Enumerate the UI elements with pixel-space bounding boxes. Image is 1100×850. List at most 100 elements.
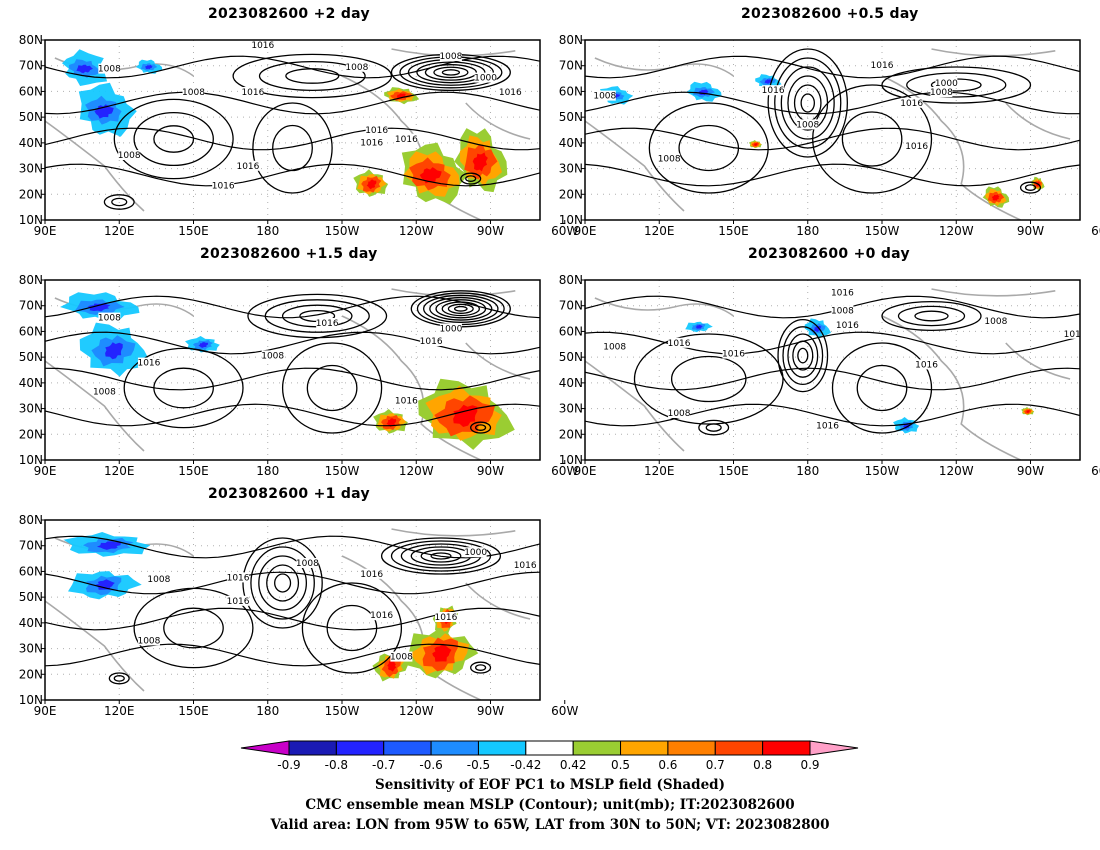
- contour-label: 1008: [796, 120, 819, 130]
- lat-label: 80N: [559, 273, 583, 287]
- positive-sensitivity-area: [387, 660, 397, 672]
- contour-label: 1008: [93, 387, 116, 397]
- lon-label: 90W: [477, 224, 504, 238]
- lat-label: 60N: [19, 564, 43, 578]
- lon-label: 120E: [104, 224, 135, 238]
- isobar-contour: [1019, 181, 1042, 194]
- lat-label: 20N: [19, 427, 43, 441]
- coastline: [391, 288, 516, 297]
- isobar-contour: [470, 421, 492, 434]
- isobar-contour: [430, 552, 452, 560]
- contour-label: 1000: [474, 74, 497, 84]
- contour-label: 1016: [420, 337, 443, 347]
- contour-label-bg: [935, 78, 958, 88]
- isobar-contour: [424, 64, 478, 81]
- contour-label-bg: [831, 305, 854, 316]
- contour-label: 1016: [395, 396, 418, 406]
- contour-label-bg: [1064, 328, 1080, 339]
- contour-label: 1008: [390, 653, 413, 663]
- contour-label-bg: [603, 341, 626, 352]
- contour-label-bg: [137, 357, 160, 368]
- isobar-contour: [633, 333, 784, 425]
- lon-label: 60W: [551, 464, 578, 478]
- lon-label: 120E: [104, 464, 135, 478]
- contour-label: 1016: [816, 422, 839, 432]
- lat-label: 80N: [19, 273, 43, 287]
- isobar-contour: [45, 367, 540, 391]
- contour-label-bg: [118, 150, 141, 160]
- lat-label: 50N: [19, 590, 43, 604]
- lat-label: 50N: [19, 350, 43, 364]
- lon-label: 60W: [1091, 464, 1100, 478]
- lon-label: 90E: [34, 224, 57, 238]
- lon-label: 120E: [644, 464, 675, 478]
- coastline: [465, 342, 531, 380]
- positive-sensitivity-area: [453, 404, 478, 427]
- positive-sensitivity-area: [366, 179, 377, 190]
- contour-label-bg: [365, 124, 388, 135]
- lon-label: 90E: [34, 464, 57, 478]
- footer-contour-info: CMC ensemble mean MSLP (Contour); unit(m…: [305, 797, 795, 813]
- colorbar-over-triangle: [809, 740, 859, 756]
- coastline: [341, 315, 481, 460]
- contour-label-bg: [816, 420, 839, 431]
- isobar-contour: [45, 535, 540, 559]
- contour-label: 1016: [900, 99, 923, 109]
- lon-label: 90E: [34, 704, 57, 718]
- positive-sensitivity-area: [753, 143, 758, 146]
- isobar-contour: [670, 355, 747, 403]
- lon-label: 150W: [865, 224, 900, 238]
- lon-label: 90E: [574, 464, 597, 478]
- lat-label: 60N: [19, 324, 43, 338]
- colorbar-label: -0.5: [467, 758, 490, 772]
- lon-label: 90W: [477, 464, 504, 478]
- colorbar-label: 0.9: [800, 758, 819, 772]
- contour-label: 1016: [316, 319, 339, 329]
- colorbar-label: -0.8: [325, 758, 348, 772]
- lon-label: 180: [256, 464, 279, 478]
- lat-label: 50N: [559, 350, 583, 364]
- isobar-contour: [258, 555, 308, 611]
- contour-label: 1008: [658, 155, 681, 165]
- contour-label-bg: [439, 51, 462, 61]
- isobar-contour: [1024, 184, 1037, 191]
- isobar-contour: [793, 84, 822, 122]
- contour-label-bg: [930, 87, 953, 97]
- isobar-contour: [585, 55, 1080, 79]
- panel-0day: 2023082600 +0 day 1008 1016 1016 1008 1016 10…: [545, 240, 1100, 480]
- contour-label-bg: [395, 395, 418, 406]
- contour-label: 1016: [871, 61, 894, 71]
- negative-sensitivity-area: [96, 541, 121, 550]
- isobar-contour: [648, 102, 769, 194]
- contour-label: 1000: [935, 79, 958, 89]
- isobar-contour: [266, 564, 300, 602]
- isobar-contour: [797, 347, 809, 364]
- lon-label: 120W: [399, 464, 434, 478]
- colorbar-label: -0.42: [510, 758, 541, 772]
- contour-label: 1008: [261, 351, 284, 361]
- colorbar-swatch: [477, 740, 527, 756]
- isobar-contour: [45, 127, 540, 151]
- colorbar: -0.9 -0.8 -0.7 -0.6 -0.5 -0.42 0.42 0.5 0.6 0.7 0.…: [240, 740, 859, 772]
- isobar-contour: [474, 664, 487, 671]
- lat-label: 40N: [559, 376, 583, 390]
- colorbar-swatch: [762, 740, 811, 756]
- isobar-contour: [429, 296, 493, 321]
- isobar-contour: [881, 66, 1032, 104]
- colorbar-swatch: [383, 740, 432, 756]
- contour-label-bg: [147, 574, 170, 585]
- contour-label-bg: [871, 60, 893, 70]
- isobar-contour: [45, 331, 540, 355]
- contour-label-bg: [227, 572, 250, 583]
- lon-label: 120W: [939, 464, 974, 478]
- contour-label-bg: [668, 408, 691, 418]
- isobar-contour: [777, 318, 829, 393]
- isobar-contour: [108, 672, 130, 685]
- lon-label: 120W: [399, 224, 434, 238]
- contour-label: 1016: [762, 86, 785, 96]
- colorbar-label: -0.7: [372, 758, 395, 772]
- lat-label: 30N: [559, 162, 583, 176]
- negative-sensitivity-area: [76, 64, 93, 74]
- contour-label: 1008: [439, 52, 462, 62]
- colorbar-swatch: [525, 740, 574, 756]
